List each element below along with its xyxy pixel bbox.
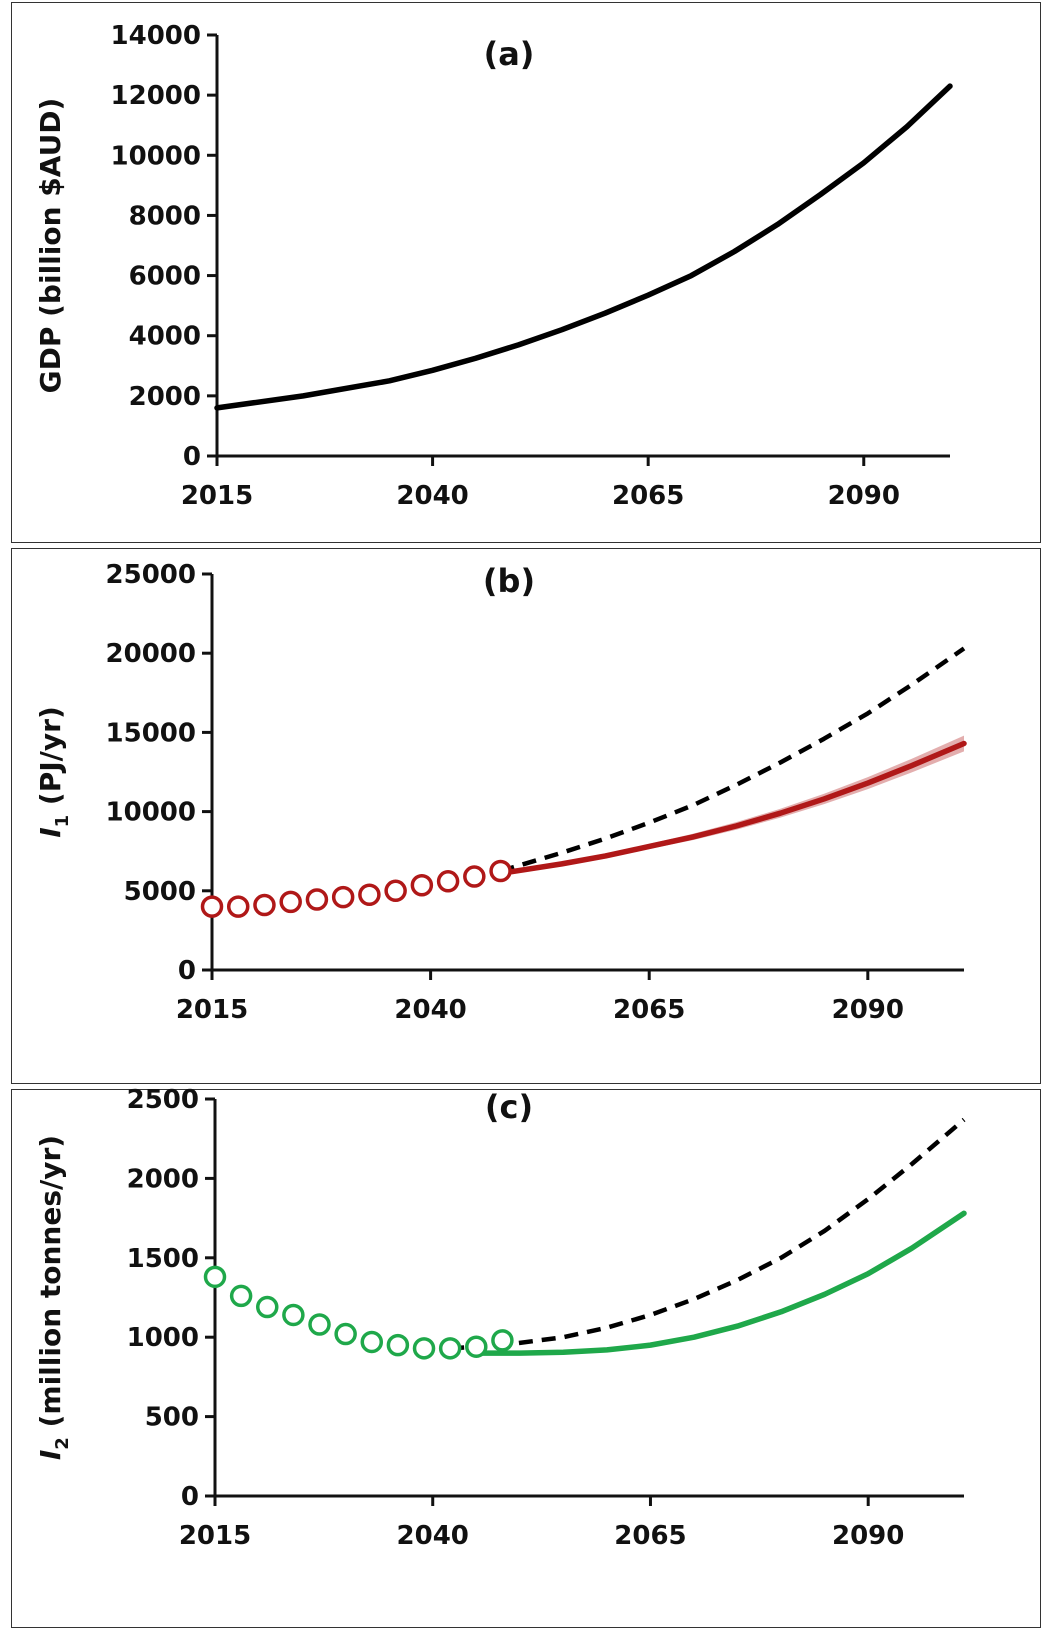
y-tick-label: 10000: [106, 798, 196, 828]
data-point: [331, 885, 355, 909]
data-point: [253, 893, 276, 917]
y-tick-label: 2000: [129, 382, 201, 412]
y-tick-label: 2500: [127, 1085, 199, 1115]
y-tick-label: 0: [181, 1482, 199, 1512]
y-tick-label: 2000: [127, 1164, 199, 1194]
y-tick-label: 0: [183, 442, 201, 472]
series-line: [214, 83, 953, 411]
series-line: [497, 740, 967, 877]
data-point: [360, 1330, 384, 1354]
y-tick-label: 12000: [111, 81, 201, 111]
chart-panel-a: 0 2000 4000 6000 8000 10000 12000 14000 2015 2040…: [11, 2, 1041, 543]
x-tick-label: 2015: [179, 1521, 251, 1551]
y-tick-label: 1000: [127, 1323, 199, 1353]
data-point: [282, 1303, 305, 1327]
data-point: [279, 890, 302, 914]
y-tick-label: 5000: [124, 877, 196, 907]
data-point: [410, 874, 434, 897]
x-tick-label: 2015: [181, 481, 253, 511]
y-axis-title: I2 (million tonnes/yr): [34, 1135, 73, 1460]
panel-label: (b): [483, 562, 535, 600]
x-tick-label: 2090: [832, 995, 904, 1025]
data-point: [463, 865, 486, 888]
x-tick-label: 2065: [612, 481, 684, 511]
y-tick-label: 4000: [129, 322, 201, 352]
uncertainty-band: [500, 735, 964, 874]
data-point: [465, 1335, 488, 1358]
series-line: [473, 1210, 967, 1356]
chart-panel-b: 0 5000 10000 15000 20000 25000 2015 2040 2065 209…: [11, 548, 1041, 1084]
chart-panel-c: 0 500 1000 1500 2000 2500 2015 2040 2065 2090 (c) I…: [11, 1085, 1041, 1628]
y-tick-label: 0: [178, 956, 196, 986]
y-axis-title: GDP (billion $AUD): [34, 98, 67, 394]
panel-label: (c): [485, 1088, 533, 1126]
data-point: [334, 1322, 357, 1346]
y-axis-title: I1 (PJ/yr): [34, 706, 73, 838]
y-tick-label: 15000: [106, 718, 196, 748]
y-tick-label: 1500: [127, 1244, 199, 1274]
data-point: [203, 1265, 227, 1289]
x-tick-label: 2065: [614, 1521, 686, 1551]
x-tick-label: 2065: [613, 995, 685, 1025]
y-tick-label: 20000: [106, 639, 196, 669]
data-point: [256, 1295, 279, 1319]
x-tick-label: 2015: [176, 995, 248, 1025]
y-tick-label: 25000: [106, 560, 196, 590]
data-point: [412, 1337, 436, 1360]
energy-chart: 0 5000 10000 15000 20000 25000 2015 2040 2065 209…: [34, 560, 967, 1025]
emissions-chart: 0 500 1000 1500 2000 2500 2015 2040 2065 2090 (c) I…: [34, 1085, 967, 1551]
data-point: [386, 1333, 410, 1357]
data-point: [305, 888, 329, 911]
x-tick-label: 2090: [832, 1521, 904, 1551]
y-tick-label: 10000: [111, 141, 201, 171]
data-point: [229, 1284, 253, 1308]
data-point: [491, 1329, 514, 1352]
y-tick-label: 500: [145, 1403, 199, 1433]
y-tick-label: 6000: [129, 262, 201, 292]
x-tick-label: 2040: [394, 995, 466, 1025]
gdp-chart: 0 2000 4000 6000 8000 10000 12000 14000 2015 2040…: [34, 21, 953, 511]
x-tick-label: 2040: [396, 481, 468, 511]
panel-label: (a): [484, 35, 535, 73]
data-point: [226, 895, 250, 918]
data-point: [200, 895, 224, 918]
y-tick-label: 14000: [111, 21, 201, 51]
data-point: [436, 870, 460, 893]
data-point: [489, 859, 512, 883]
data-point: [438, 1337, 462, 1360]
data-point: [358, 883, 381, 907]
y-tick-label: 8000: [129, 201, 201, 231]
data-point: [384, 879, 407, 903]
x-tick-label: 2040: [397, 1521, 469, 1551]
data-point: [308, 1313, 331, 1336]
series-line-dashed: [450, 1117, 966, 1351]
x-tick-label: 2090: [828, 481, 900, 511]
series-line-dashed: [499, 646, 966, 874]
